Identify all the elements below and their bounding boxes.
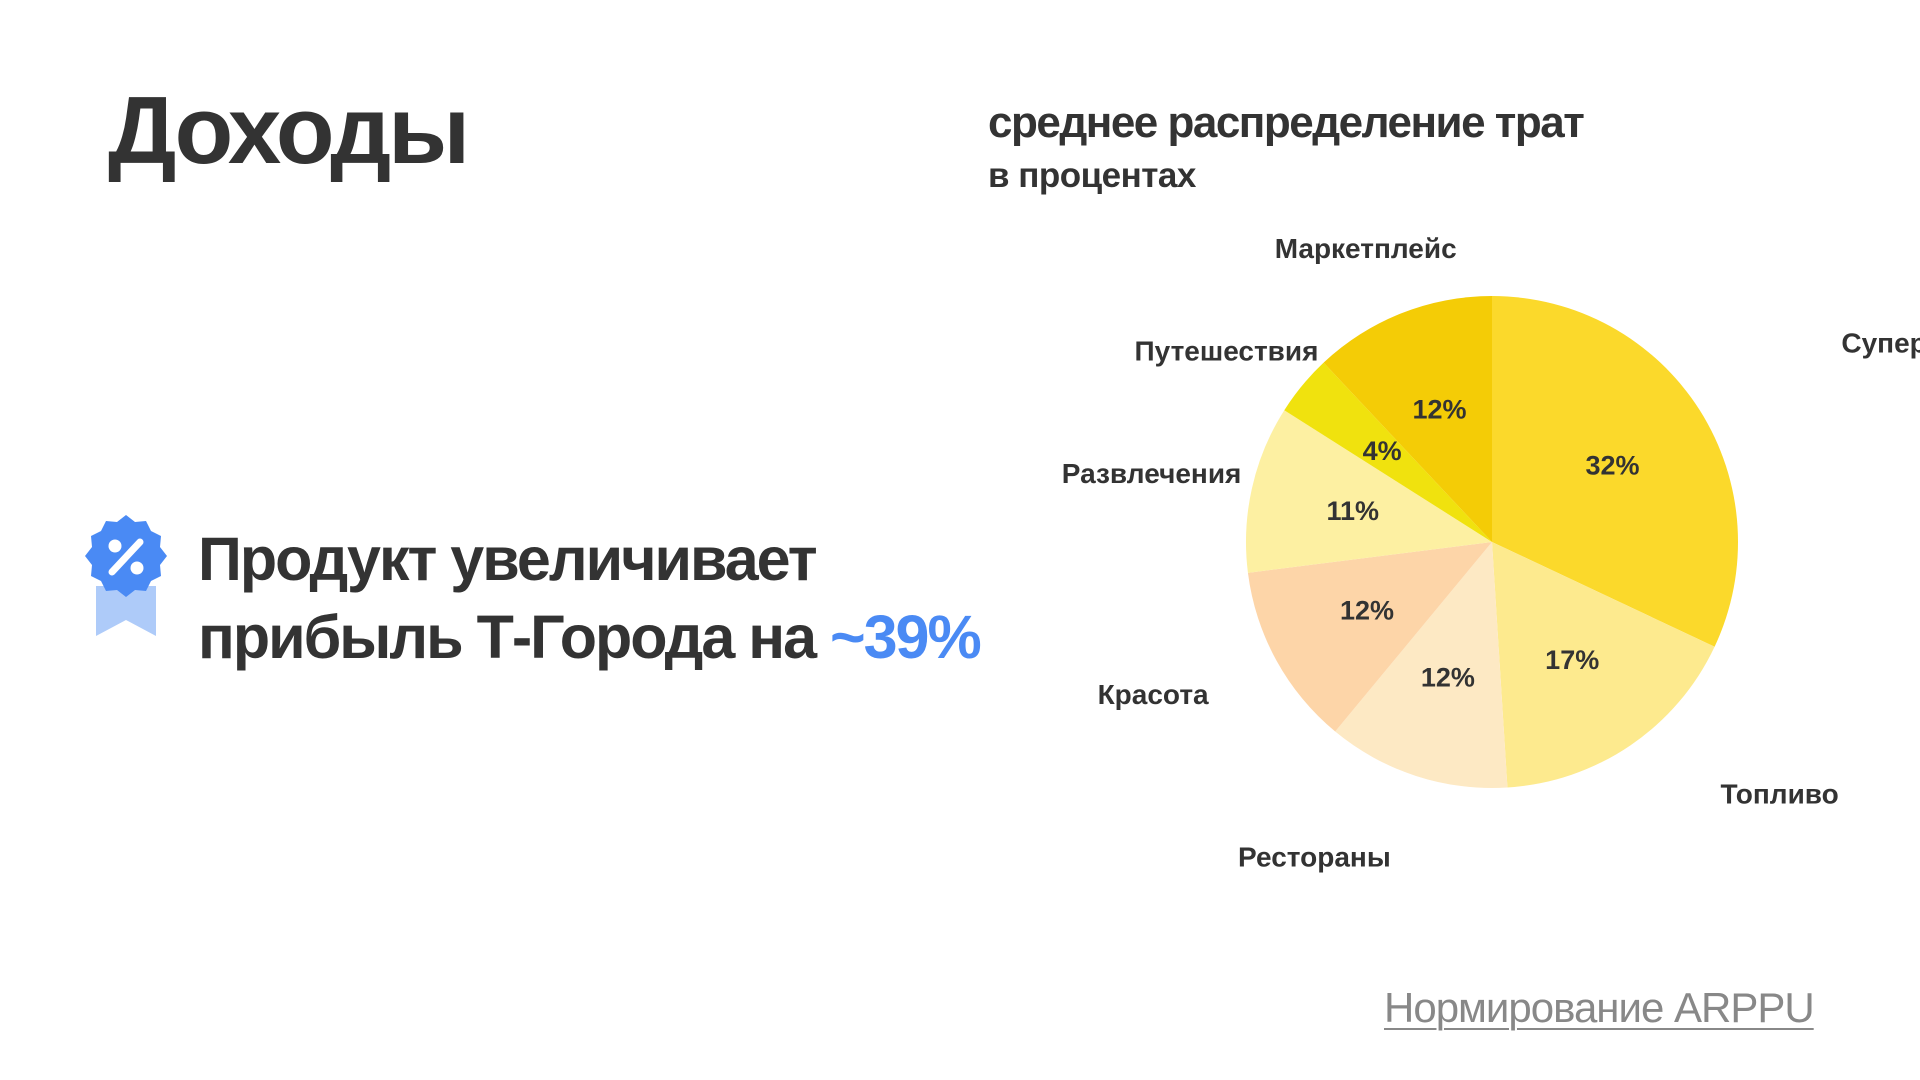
pie-value-label-entertainment: 11% bbox=[1327, 496, 1380, 526]
page-title: Доходы bbox=[108, 77, 470, 184]
chart-title: среднее распределение трат bbox=[988, 98, 1585, 147]
pie-category-label-entertainment: Развлечения bbox=[1062, 458, 1242, 489]
pie-category-label-supermarkets: Супермаркеты bbox=[1841, 328, 1920, 359]
pie-slice-travel bbox=[1284, 362, 1492, 542]
headline-highlight: ~39% bbox=[829, 603, 982, 671]
percent-badge-icon bbox=[80, 512, 172, 640]
pie-category-label-travel: Путешествия bbox=[1135, 336, 1319, 367]
pie-slice-supermarkets bbox=[1492, 296, 1739, 647]
pie-category-label-beauty: Красота bbox=[1098, 679, 1209, 710]
pie-value-label-marketplace: 12% bbox=[1412, 394, 1466, 424]
pie-slice-fuel bbox=[1492, 542, 1715, 788]
headline-line-2: прибыль Т-Города на ~39% bbox=[198, 598, 982, 676]
pie-category-label-marketplace: Маркетплейс bbox=[1275, 233, 1457, 264]
pie-category-label-fuel: Топливо bbox=[1720, 778, 1838, 809]
pie-slices bbox=[1246, 296, 1739, 788]
pie-category-label-restaurants: Рестораны bbox=[1238, 842, 1391, 873]
headline-line-1: Продукт увеличивает bbox=[198, 525, 818, 593]
pie-slice-marketplace bbox=[1323, 296, 1492, 542]
pie-category-labels: Супермаркеты Топливо Рестораны Красота Развл… bbox=[1062, 233, 1920, 872]
headline-line-2-text: прибыль Т-Города на bbox=[198, 603, 830, 671]
pie-value-label-supermarkets: 32% bbox=[1585, 451, 1639, 481]
pie-slice-entertainment bbox=[1246, 410, 1492, 573]
arppu-normalization-link[interactable]: Нормирование ARPPU bbox=[1384, 984, 1815, 1031]
pie-value-label-fuel: 17% bbox=[1545, 645, 1599, 675]
headline: Продукт увеличивает прибыль Т-Города на … bbox=[198, 520, 982, 676]
pie-slice-restaurants bbox=[1335, 542, 1508, 788]
pie-value-labels: 32% 17% 12% 12% 11% 4% 12% bbox=[1327, 394, 1640, 692]
pie-slice-beauty bbox=[1247, 542, 1492, 732]
chart-subtitle: в процентах bbox=[988, 156, 1196, 195]
pie-value-label-restaurants: 12% bbox=[1421, 663, 1475, 693]
pie-value-label-beauty: 12% bbox=[1340, 596, 1394, 626]
pie-value-label-travel: 4% bbox=[1363, 436, 1402, 466]
